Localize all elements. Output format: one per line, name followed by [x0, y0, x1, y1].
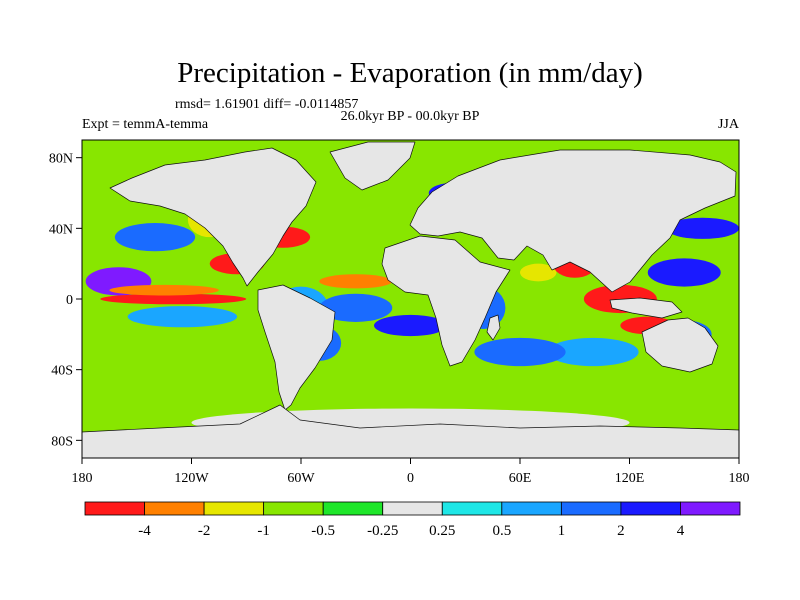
indonesia — [609, 297, 683, 319]
south-america — [257, 284, 336, 411]
stats-text: rmsd= 1.61901 diff= -0.0114857 — [175, 97, 358, 112]
season-label: JJA — [718, 117, 740, 132]
anomaly-region — [114, 223, 196, 252]
colorbar-swatch — [560, 501, 622, 516]
y-axis: 80N 40N 0 40S 80S — [49, 152, 82, 449]
anomaly-region — [109, 284, 219, 296]
x-axis: 180 120W 60W 0 60E 120E 180 — [72, 458, 750, 486]
colorbar-swatch — [322, 501, 384, 516]
colorbar-swatch — [441, 501, 503, 516]
greenland — [329, 141, 416, 191]
colorbar-swatch — [620, 501, 681, 516]
x-tick-label: 0 — [407, 471, 414, 486]
colorbar-label: -4 — [138, 523, 151, 539]
colorbar-swatch — [84, 501, 145, 516]
x-tick-label: 180 — [729, 471, 750, 486]
colorbar-label: 4 — [677, 523, 685, 539]
colorbar-swatch — [382, 501, 443, 516]
y-tick-label: 80S — [51, 434, 73, 449]
colorbar-swatch — [144, 501, 205, 516]
x-tick-label: 60E — [509, 471, 532, 486]
colorbar-swatch — [680, 501, 741, 516]
colorbar-label: 0.25 — [429, 523, 455, 539]
anomaly-region — [346, 205, 402, 234]
australia — [641, 317, 719, 373]
antarctica — [82, 404, 739, 458]
anomaly-region — [666, 217, 739, 239]
y-tick-label: 0 — [66, 293, 73, 308]
north-america — [109, 147, 317, 287]
africa — [381, 235, 511, 367]
colorbar-label: -2 — [198, 523, 211, 539]
anomaly-region — [374, 314, 447, 337]
y-tick-label: 80N — [49, 152, 73, 167]
colorbar-label: 0.5 — [492, 523, 511, 539]
x-tick-label: 120W — [174, 471, 209, 486]
anomaly-region — [127, 306, 238, 328]
colorbar-label: 2 — [617, 523, 625, 539]
expt-label: Expt = temmA-temma — [82, 117, 209, 132]
y-tick-label: 40S — [51, 364, 73, 379]
anomaly-region — [100, 355, 210, 384]
colorbar-label: -0.25 — [367, 523, 398, 539]
map-area — [82, 140, 739, 458]
colorbar-label: -0.5 — [311, 523, 335, 539]
x-tick-label: 120E — [615, 471, 645, 486]
x-tick-label: 180 — [72, 471, 93, 486]
anomaly-region — [319, 274, 393, 289]
colorbar-label: -1 — [257, 523, 270, 539]
y-tick-label: 40N — [49, 222, 73, 237]
x-tick-label: 60W — [287, 471, 315, 486]
anomaly-region — [474, 337, 566, 367]
land-masses — [82, 141, 739, 458]
anomaly-region — [520, 263, 557, 282]
chart-title: Precipitation - Evaporation (in mm/day) — [177, 57, 643, 89]
colorbar: -4 -2 -1 -0.5 -0.25 0.25 0.5 1 2 4 — [84, 501, 741, 539]
colorbar-swatch — [203, 501, 265, 516]
anomaly-region — [647, 258, 721, 287]
eurasia — [409, 149, 737, 293]
anomaly-region — [319, 293, 393, 322]
period-text: 26.0kyr BP - 00.0kyr BP — [341, 109, 480, 124]
madagascar — [486, 314, 501, 341]
colorbar-label: 1 — [558, 523, 566, 539]
anomaly-region — [547, 337, 639, 367]
colorbar-swatch — [263, 501, 324, 516]
colorbar-swatch — [501, 501, 562, 516]
anomaly-region — [100, 293, 247, 305]
